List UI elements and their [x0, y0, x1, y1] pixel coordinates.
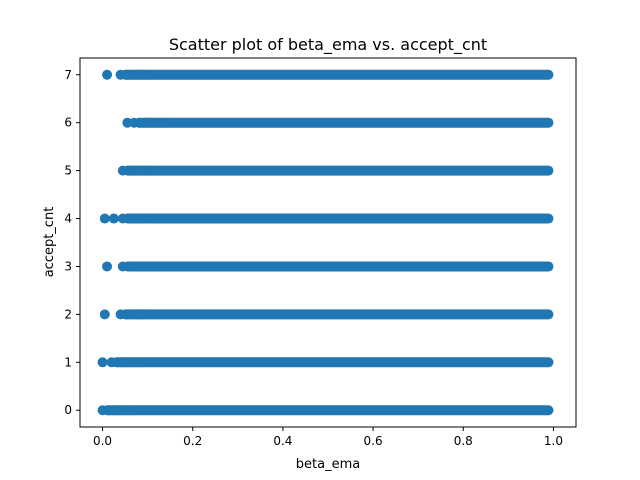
x-tick-label: 0.4 [273, 434, 292, 448]
y-tick-label: 3 [64, 259, 72, 273]
series-row-4 [99, 213, 554, 224]
x-tick-label: 0.6 [364, 434, 383, 448]
series-row-0 [97, 405, 554, 416]
data-point-band [120, 69, 554, 80]
data-point-band [102, 405, 554, 416]
data-point-band [122, 213, 554, 224]
series-row-5 [117, 165, 554, 176]
data-point-band [134, 117, 554, 128]
data-point [142, 69, 153, 80]
data-point [144, 261, 155, 272]
data-point [99, 213, 110, 224]
y-tick-label: 4 [64, 212, 72, 226]
y-axis: 0 1 2 3 4 5 6 7 [64, 68, 80, 417]
y-tick-label: 2 [64, 307, 72, 321]
data-point-band [111, 357, 554, 368]
data-point-band [122, 165, 554, 176]
data-point [144, 165, 155, 176]
data-point-band [122, 261, 554, 272]
y-tick-label: 0 [64, 403, 72, 417]
series-row-1 [97, 357, 554, 368]
series-row-3 [102, 261, 554, 272]
x-tick-label: 0.2 [183, 434, 202, 448]
data-point [108, 213, 119, 224]
data-point [102, 69, 113, 80]
data-point [97, 357, 108, 368]
series-row-2 [99, 309, 554, 320]
plot-frame [79, 57, 577, 428]
chart-title: Scatter plot of beta_ema vs. accept_cnt [169, 35, 487, 55]
x-tick-label: 1.0 [544, 434, 563, 448]
data-point [102, 261, 113, 272]
data-point [142, 309, 153, 320]
x-tick-label: 0.8 [454, 434, 473, 448]
data-point [156, 117, 167, 128]
data-point [133, 357, 144, 368]
series-row-6 [122, 117, 554, 128]
x-axis-label: beta_ema [296, 457, 360, 472]
data-point [99, 309, 110, 320]
y-tick-label: 7 [64, 68, 72, 82]
y-tick-label: 6 [64, 116, 72, 130]
x-axis: 0.0 0.2 0.4 0.6 0.8 1.0 [93, 427, 563, 448]
data-point [124, 405, 135, 416]
x-tick-label: 0.0 [93, 434, 112, 448]
series-row-7 [102, 69, 554, 80]
y-tick-label: 5 [64, 164, 72, 178]
y-tick-label: 1 [64, 355, 72, 369]
y-axis-label: accept_cnt [42, 207, 57, 278]
data-point-band [120, 309, 554, 320]
plot-area [97, 69, 554, 416]
data-point [144, 213, 155, 224]
